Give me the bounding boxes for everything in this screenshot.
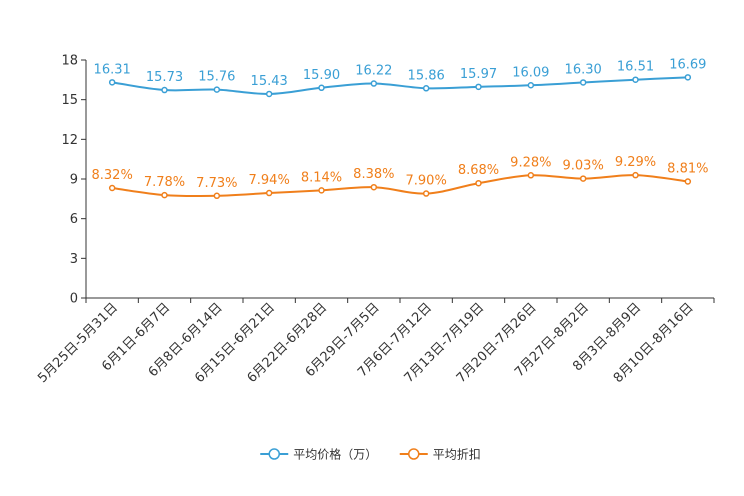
data-point[interactable] bbox=[370, 80, 378, 87]
y-tick-label: 18 bbox=[61, 54, 78, 69]
data-point[interactable] bbox=[213, 192, 221, 200]
data-label: 7.90% bbox=[406, 174, 447, 189]
series-1: 16.31 15.73 15.76 15.43 15.90 16.22 15.86 15.97… bbox=[94, 57, 706, 98]
legend-item-1[interactable]: 平均价格（万） bbox=[260, 447, 377, 462]
y-tick-label: 12 bbox=[61, 133, 78, 148]
data-label: 15.97 bbox=[460, 67, 497, 82]
data-label: 15.86 bbox=[408, 68, 445, 83]
x-axis: 5月25日-5月31日6月1日-6月7日6月8日-6月14日6月15日-6月21… bbox=[35, 297, 715, 386]
data-point[interactable] bbox=[108, 184, 116, 192]
legend-item-2[interactable]: 平均折扣 bbox=[399, 447, 481, 462]
data-point[interactable] bbox=[632, 171, 639, 179]
series-line bbox=[112, 76, 688, 95]
data-label: 15.73 bbox=[146, 70, 183, 85]
data-label: 16.09 bbox=[512, 65, 549, 80]
data-label: 8.68% bbox=[458, 163, 499, 178]
series-layer: 16.31 15.73 15.76 15.43 15.90 16.22 15.86 15.97… bbox=[92, 57, 708, 200]
legend-marker bbox=[268, 448, 280, 460]
data-point[interactable] bbox=[527, 82, 535, 89]
data-point[interactable] bbox=[213, 86, 221, 93]
legend-marker bbox=[408, 448, 420, 460]
data-point[interactable] bbox=[265, 90, 273, 98]
data-label: 7.78% bbox=[144, 175, 185, 190]
data-label: 16.22 bbox=[355, 64, 392, 79]
y-tick-label: 6 bbox=[70, 212, 78, 227]
data-point[interactable] bbox=[318, 84, 325, 92]
data-label: 9.28% bbox=[510, 155, 551, 170]
data-point[interactable] bbox=[161, 191, 168, 199]
y-tick-label: 0 bbox=[70, 292, 78, 307]
data-label: 8.38% bbox=[353, 167, 394, 182]
legend: 平均价格（万） 平均折扣 bbox=[260, 447, 481, 462]
data-point[interactable] bbox=[318, 187, 325, 194]
data-point[interactable] bbox=[370, 183, 378, 191]
data-label: 9.29% bbox=[615, 155, 656, 170]
data-point[interactable] bbox=[527, 172, 535, 179]
data-label: 8.81% bbox=[667, 162, 708, 177]
y-tick-label: 15 bbox=[61, 93, 78, 108]
data-point[interactable] bbox=[422, 190, 430, 197]
legend-label: 平均价格（万） bbox=[293, 447, 377, 462]
data-point[interactable] bbox=[684, 178, 692, 185]
data-point[interactable] bbox=[422, 85, 430, 92]
data-label: 16.31 bbox=[94, 62, 131, 77]
data-label: 16.30 bbox=[565, 62, 602, 77]
y-axis: 0 3 6 9 12 15 18 bbox=[61, 54, 87, 307]
data-point[interactable] bbox=[684, 74, 692, 81]
data-label: 16.51 bbox=[617, 60, 654, 75]
data-label: 7.73% bbox=[196, 176, 237, 191]
data-label: 8.14% bbox=[301, 170, 342, 185]
data-point[interactable] bbox=[579, 79, 587, 86]
data-point[interactable] bbox=[579, 175, 587, 182]
data-point[interactable] bbox=[475, 83, 482, 91]
series-2: 8.32% 7.78% 7.73% 7.94% 8.14% 8.38% 7.90% 8.68%… bbox=[92, 155, 708, 200]
data-point[interactable] bbox=[632, 76, 639, 83]
y-tick-label: 9 bbox=[70, 173, 78, 188]
data-label: 8.32% bbox=[92, 168, 133, 183]
data-point[interactable] bbox=[265, 189, 273, 197]
data-label: 9.03% bbox=[563, 159, 604, 174]
legend-label: 平均折扣 bbox=[433, 447, 481, 462]
y-tick-label: 3 bbox=[70, 252, 78, 267]
data-label: 15.76 bbox=[198, 70, 235, 85]
data-point[interactable] bbox=[475, 179, 482, 187]
data-label: 7.94% bbox=[249, 173, 290, 188]
data-label: 16.69 bbox=[669, 57, 706, 72]
data-point[interactable] bbox=[161, 86, 168, 94]
data-point[interactable] bbox=[108, 79, 116, 86]
series-line bbox=[112, 174, 688, 198]
data-label: 15.43 bbox=[251, 74, 288, 89]
data-label: 15.90 bbox=[303, 68, 340, 83]
